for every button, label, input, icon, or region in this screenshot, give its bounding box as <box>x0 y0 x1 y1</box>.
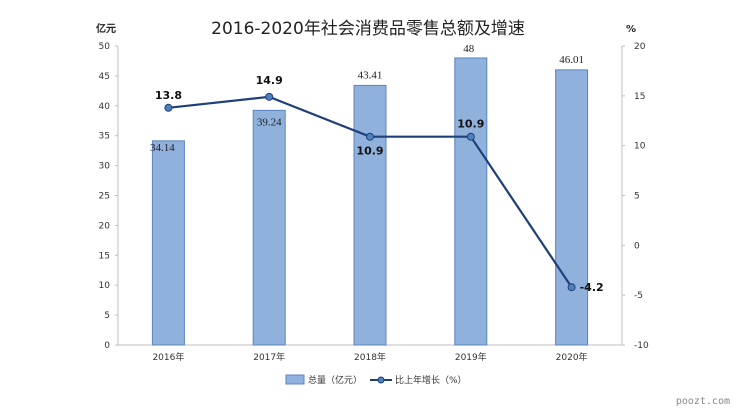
right-tick-label: 15 <box>634 92 645 102</box>
line-value-label: 14.9 <box>256 74 283 87</box>
right-tick-label: 5 <box>634 192 640 202</box>
bar-value-label: 43.41 <box>358 69 383 81</box>
bar <box>353 84 387 346</box>
legend: 总量（亿元） 比上年增长（%） <box>285 374 467 386</box>
x-tick-label: 2018年 <box>354 351 386 363</box>
line-point <box>366 132 374 141</box>
line-point <box>164 103 173 112</box>
legend-bar-label: 总量（亿元） <box>308 374 362 386</box>
line-value-label: 10.9 <box>457 118 484 131</box>
left-tick-label: 0 <box>104 341 110 351</box>
left-tick-label: 15 <box>99 251 110 261</box>
bar-value-label: 46.01 <box>559 54 584 66</box>
left-tick-label: 5 <box>104 311 110 321</box>
legend-line-marker <box>377 376 385 384</box>
right-axis-unit: % <box>626 24 636 35</box>
right-tick-label: -10 <box>634 341 649 351</box>
right-tick-label: 10 <box>634 142 646 152</box>
legend-bar-swatch <box>285 374 305 385</box>
x-tick-label: 2016年 <box>152 351 184 363</box>
left-tick-label: 50 <box>99 42 111 52</box>
left-tick-label: 40 <box>99 102 111 112</box>
bar-value-label: 48 <box>463 43 475 55</box>
chart-title: 2016-2020年社会消费品零售总额及增速 <box>211 19 525 39</box>
left-tick-label: 35 <box>99 132 110 142</box>
line-value-label: -4.2 <box>580 281 604 294</box>
line-value-label: 10.9 <box>356 145 383 158</box>
left-tick-label: 45 <box>99 72 110 82</box>
plot-area: 0 5 10 15 20 25 30 35 40 45 50 -10 -5 0 5 10 15 20 2016年 20… <box>99 42 649 363</box>
bar <box>454 57 488 346</box>
bar <box>151 140 185 346</box>
x-tick-label: 2019年 <box>455 351 487 363</box>
left-axis-unit: 亿元 <box>96 22 116 35</box>
left-tick-label: 25 <box>99 192 110 202</box>
x-tick-label: 2020年 <box>556 351 588 363</box>
bar <box>555 69 589 346</box>
line-point <box>567 283 576 292</box>
right-tick-label: 0 <box>634 241 640 251</box>
right-tick-label: -5 <box>634 291 643 301</box>
left-tick-label: 20 <box>99 221 111 231</box>
line-point <box>265 92 274 101</box>
bar-value-label: 39.24 <box>257 116 282 128</box>
watermark-text: poozt.com <box>676 396 730 407</box>
bar-value-label: 34.14 <box>150 142 175 154</box>
right-tick-label: 20 <box>634 42 646 52</box>
bar <box>252 109 286 346</box>
left-tick-label: 10 <box>99 281 111 291</box>
x-tick-label: 2017年 <box>253 351 285 363</box>
line-point <box>466 132 475 141</box>
line-value-label: 13.8 <box>155 89 182 102</box>
left-tick-label: 30 <box>99 162 111 172</box>
legend-line-label: 比上年增长（%） <box>395 374 467 386</box>
